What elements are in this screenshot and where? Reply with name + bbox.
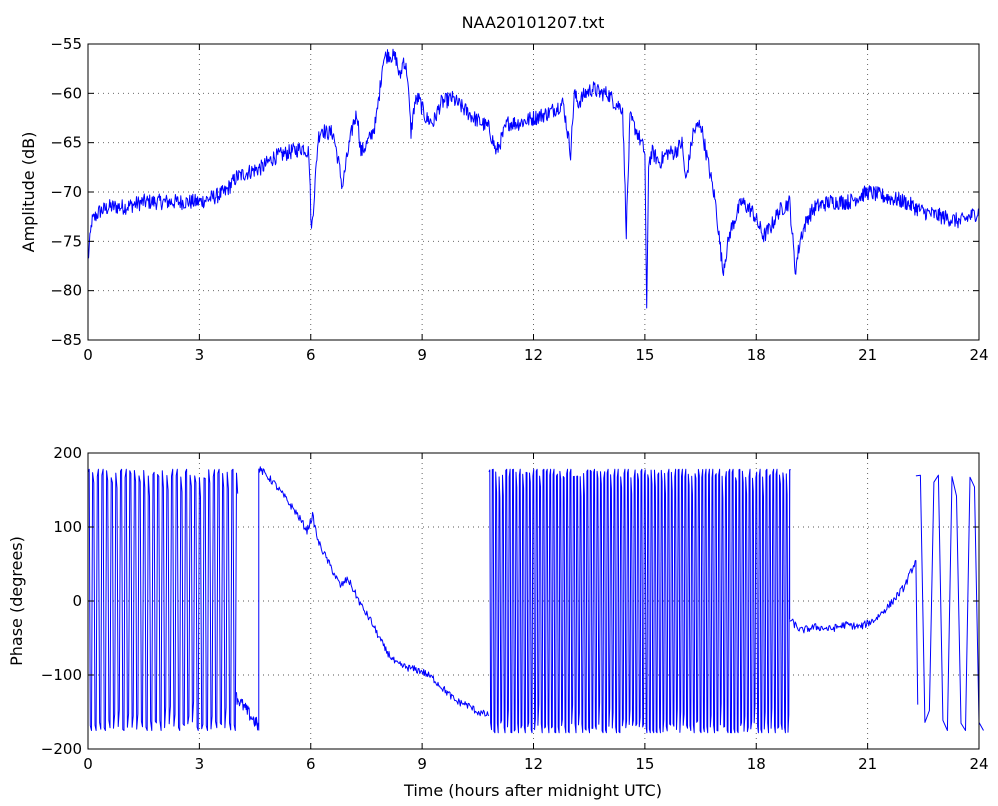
x-tick-label: 3 (195, 346, 205, 364)
phase-wrapped-segment (236, 692, 260, 731)
phase-wrapped-segment (488, 468, 791, 734)
y-tick-label: 0 (72, 592, 82, 610)
x-tick-label: 3 (195, 755, 205, 773)
x-tick-label: 24 (969, 346, 988, 364)
amplitude-axes-frame (87, 43, 980, 341)
x-tick-label: 6 (306, 346, 316, 364)
y-tick-label: −100 (41, 666, 82, 684)
y-tick-label: −65 (50, 134, 82, 152)
x-tick-label: 12 (524, 346, 543, 364)
x-tick-label: 15 (635, 346, 654, 364)
x-tick-label: 15 (635, 755, 654, 773)
amplitude-y-axis-label: Amplitude (dB) (19, 132, 38, 253)
phase-series (87, 466, 984, 734)
amplitude-grid (88, 44, 979, 340)
x-tick-label: 12 (524, 755, 543, 773)
phase-series-line (789, 559, 917, 634)
amplitude-series-line (87, 48, 980, 309)
y-tick-label: −85 (50, 331, 82, 349)
x-tick-label: 0 (83, 755, 93, 773)
y-tick-label: −60 (50, 84, 82, 102)
y-tick-label: −80 (50, 282, 82, 300)
amplitude-ticks: 0 3 6 9 12 15 18 21 24 −85 −80 −75 −70 −65 −60 −55 (50, 35, 988, 364)
x-tick-label: 9 (417, 755, 427, 773)
y-tick-label: 100 (53, 518, 82, 536)
y-tick-label: −70 (50, 183, 82, 201)
phase-series-line (258, 466, 490, 717)
x-tick-label: 21 (858, 346, 877, 364)
x-tick-label: 24 (969, 755, 988, 773)
phase-panel: 0 3 6 9 12 15 18 21 24 −200 −100 0 100 200 Phase (deg… (7, 444, 989, 800)
x-tick-label: 9 (417, 346, 427, 364)
phase-wrapped-segment (87, 468, 239, 731)
y-tick-label: 200 (53, 444, 82, 462)
x-tick-label: 18 (747, 346, 766, 364)
x-tick-label: 21 (858, 755, 877, 773)
phase-y-axis-label: Phase (degrees) (7, 536, 26, 666)
x-tick-label: 18 (747, 755, 766, 773)
chart-title: NAA20101207.txt (462, 13, 605, 32)
phase-x-axis-label: Time (hours after midnight UTC) (403, 781, 662, 800)
y-tick-label: −200 (41, 740, 82, 758)
x-tick-label: 6 (306, 755, 316, 773)
x-tick-label: 0 (83, 346, 93, 364)
phase-wrapped-segment (915, 474, 984, 731)
phase-axes-frame (87, 452, 980, 750)
amplitude-panel: NAA20101207.txt 0 3 6 9 12 15 18 21 24 −85 −80 −75 −… (19, 13, 989, 364)
phase-transition-line (915, 560, 919, 705)
y-tick-label: −55 (50, 35, 82, 53)
y-tick-label: −75 (50, 232, 82, 250)
